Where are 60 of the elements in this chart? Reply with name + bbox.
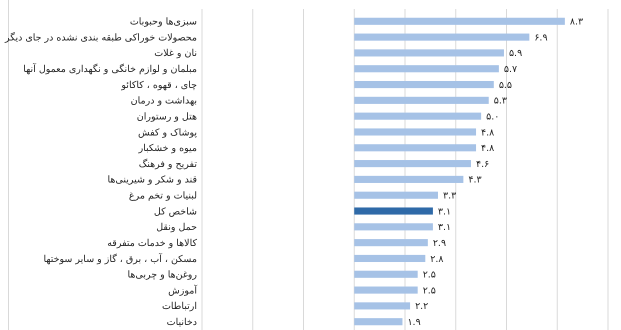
data-label: ۲.۵ (422, 270, 436, 281)
bar (354, 176, 464, 183)
y-tick-label: چای ، قهوه ، کاکائو (120, 80, 198, 91)
data-label: ۸.۳ (570, 16, 584, 28)
data-label: ۴.۳ (468, 174, 482, 186)
bar (354, 254, 426, 262)
data-label: ۵.۹ (508, 48, 522, 60)
y-tick-label: پوشاک و کفش (138, 127, 198, 138)
data-label: ۵.۰ (486, 111, 500, 122)
data-label: ۵.۷ (504, 64, 518, 76)
bar (354, 270, 418, 278)
y-tick-label: محصولات خوراکی طبقه بندی نشده در جای دیگر (4, 31, 197, 44)
y-tick-label: نان و غلات (154, 48, 197, 60)
y-tick-label: لبنیات و تخم مرغ (128, 190, 197, 202)
bar (354, 286, 418, 294)
y-tick-label: کالاها و خدمات متفرقه (107, 238, 198, 249)
data-label: ۳.۱ (438, 206, 452, 218)
data-label: ۲.۲ (415, 301, 428, 312)
data-label: ۲.۵ (422, 285, 436, 296)
bar (354, 80, 494, 88)
y-tick-label: تفریح و فرهنگ (138, 158, 198, 170)
y-tick-label: حمل ونقل (156, 222, 198, 234)
bar (354, 128, 476, 136)
data-label: ۴.۶ (476, 158, 490, 170)
y-tick-label: بهداشت و درمان (130, 96, 197, 107)
y-tick-label: ارتباطات (162, 301, 197, 312)
data-label: ۶.۹ (534, 32, 548, 44)
bar (354, 302, 410, 310)
bar (354, 65, 499, 72)
bar (354, 239, 428, 246)
data-label: ۱.۹ (407, 317, 421, 328)
data-label: ۲.۹ (432, 238, 446, 249)
y-tick-label: آموزش (168, 284, 198, 296)
bar (354, 318, 402, 326)
data-label: ۵.۳ (494, 96, 507, 107)
bar (354, 96, 489, 104)
bar (354, 160, 471, 168)
y-tick-label: میوه و خشکبار (138, 143, 197, 154)
bar (354, 34, 530, 41)
data-label: ۳.۳ (442, 190, 456, 202)
bar (354, 144, 476, 152)
data-label: ۴.۸ (481, 127, 494, 138)
data-label: ۲.۸ (430, 254, 444, 265)
data-label: ۴.۸ (481, 143, 494, 154)
bar (354, 192, 438, 199)
bar (354, 223, 433, 230)
y-tick-label: سبزی‌ها وحبوبات (130, 16, 198, 28)
y-tick-label: دخانیات (166, 317, 197, 328)
y-tick-label: مسکن ، آب ، برق ، گاز و سایر سوختها (44, 252, 197, 265)
y-tick-label: شاخص کل (154, 206, 198, 218)
data-label: ۳.۱ (438, 222, 452, 234)
data-label: ۵.۵ (498, 80, 512, 91)
y-tick-label: قند و شکر و شیرینی‌ها (108, 174, 197, 186)
y-tick-label: مبلمان و لوازم خانگی و نگهداری معمول آنها (23, 63, 197, 76)
bar (354, 18, 565, 25)
bar (354, 207, 433, 215)
y-tick-label: روغن‌ها و چربی‌ها (128, 270, 198, 281)
bar (354, 49, 504, 56)
y-tick-label: هتل و رستوران (136, 111, 197, 122)
bar (354, 112, 482, 120)
